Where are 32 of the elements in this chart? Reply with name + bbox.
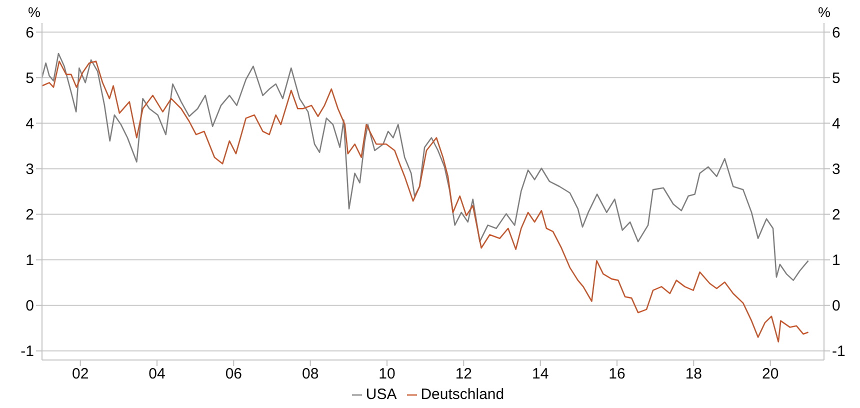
y-axis-title: %	[28, 4, 40, 20]
y2-tick-label: 0	[832, 298, 840, 315]
x-tick-label: 20	[762, 366, 779, 383]
y2-tick-label: -1	[832, 343, 846, 360]
y2-tick-label: 2	[832, 206, 840, 224]
y2-tick-label: 6	[832, 24, 840, 42]
x-tick-label: 04	[148, 366, 166, 383]
line-series	[42, 52, 809, 281]
x-tick-label: 16	[608, 366, 626, 383]
x-tick-label: 02	[72, 366, 89, 383]
legend-label: USA	[366, 386, 397, 403]
y-tick-label: -1	[20, 343, 34, 360]
y-tick-label: 6	[26, 24, 34, 42]
y2-tick-label: 5	[832, 70, 840, 87]
y2-tick-label: 4	[832, 116, 840, 133]
x-tick-label: 14	[532, 366, 549, 383]
x-tick-label: 08	[302, 366, 319, 383]
y-tick-label: 1	[26, 252, 34, 270]
legend-label: Deutschland	[420, 386, 504, 403]
y2-axis-title: %	[818, 4, 830, 20]
x-tick-label: 18	[685, 366, 702, 383]
y-tick-label: 4	[26, 116, 34, 133]
y-tick-label: 0	[26, 298, 34, 315]
x-tick-label: 10	[378, 366, 396, 383]
x-tick-label: 12	[455, 366, 472, 383]
y-tick-label: 2	[26, 206, 34, 224]
y-tick-label: 3	[26, 161, 34, 178]
y-tick-label: 5	[26, 70, 34, 87]
y2-tick-label: 3	[832, 161, 840, 178]
line-series	[42, 60, 809, 342]
x-tick-label: 06	[225, 366, 242, 383]
y2-tick-label: 1	[832, 252, 840, 270]
